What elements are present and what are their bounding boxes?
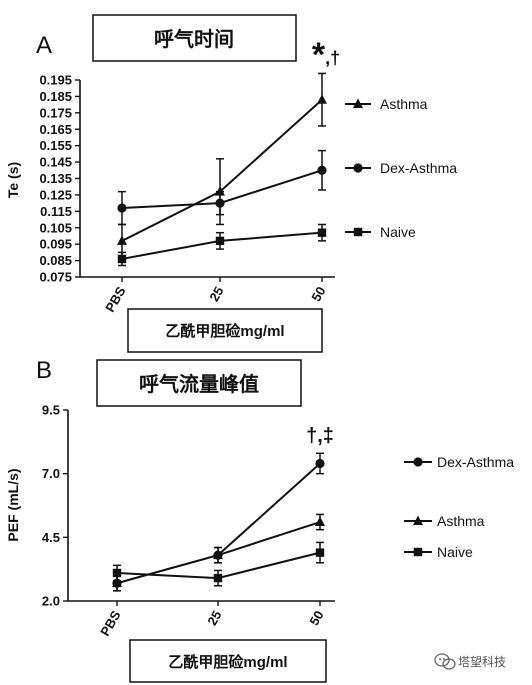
panel-b-data-point — [315, 516, 325, 527]
watermark-text: 塔望科技 — [458, 655, 506, 669]
panel-a-y-tick-label: 0.195 — [39, 73, 72, 88]
panel-b-data-point — [112, 577, 122, 588]
panel-a-y-tick-label: 0.145 — [39, 155, 72, 170]
panel-a-y-tick-label: 0.095 — [39, 237, 72, 252]
panel-a-data-point — [117, 254, 127, 264]
panel-a-y-tick-label: 0.085 — [39, 253, 72, 268]
panel-a-x-caption-box — [127, 308, 323, 353]
panel-b-x-tick-label: 50 — [306, 608, 326, 628]
panel-a-y-tick-label: 0.075 — [39, 270, 72, 285]
panel-a-y-tick-label: 0.165 — [39, 122, 72, 137]
wechat-icon — [434, 653, 456, 670]
panel-b-y-tick-label: 9.5 — [42, 403, 60, 418]
panel-b-y-axis-label: PEF (mL/s) — [5, 468, 21, 541]
panel-a-y-tick-label: 0.125 — [39, 187, 72, 202]
panel-a-y-tick-label: 0.185 — [39, 89, 72, 104]
panel-a-legend-marker — [353, 98, 363, 108]
panel-b-plot-area: 2.0 4.5 7.0 9.5 PBS 25 50 Dex-Asthma Asthma Naive — [42, 403, 514, 639]
panel-b-data-point — [213, 573, 223, 583]
panel-b-title-box — [96, 359, 302, 407]
panel-a-x-tick-label: PBS — [102, 284, 129, 315]
panel-a-series-line — [121, 231, 323, 260]
panel-a-title-box — [92, 14, 297, 62]
panel-a-data-point — [215, 198, 225, 208]
panel-a-data-point — [215, 236, 225, 246]
panel-a-title: 呼气时间 — [154, 27, 234, 51]
panel-a-x-axis-label: 乙酰甲胆硷mg/ml — [165, 322, 284, 340]
panel-b-legend-marker — [413, 515, 423, 525]
panel-a: A 呼气时间 Te (s) 乙酰甲胆硷mg/ml *,† 0.0750.0850… — [5, 14, 457, 353]
panel-b-x-caption-box — [129, 639, 327, 683]
panel-b-x-tick-label: PBS — [97, 608, 124, 639]
panel-a-y-axis-label: Te (s) — [5, 162, 21, 198]
panel-a-data-point — [117, 235, 127, 245]
panel-a-letter: A — [36, 32, 52, 59]
panel-a-y-tick-label: 0.175 — [39, 105, 72, 120]
panel-b-x-tick-label: 25 — [204, 608, 224, 628]
panel-a-x-tick-label: 50 — [308, 284, 328, 304]
panel-b-legend-marker — [413, 547, 423, 557]
panel-a-data-point — [317, 165, 327, 175]
panel-a-legend-marker — [353, 227, 363, 237]
panel-b-series-line — [116, 462, 321, 585]
panel-a-legend-label: Naive — [380, 224, 416, 240]
panel-b-data-point — [213, 549, 223, 560]
panel-a-x-tick-label: 25 — [206, 284, 226, 304]
panel-b-x-axis-label: 乙酰甲胆硷mg/ml — [168, 653, 287, 671]
panel-b-legend-marker — [413, 457, 423, 467]
panel-b-legend-label: Asthma — [437, 513, 485, 529]
panel-a-data-point — [317, 228, 327, 237]
panel-a-significance-annotation: *,† — [312, 36, 340, 74]
panel-a-legend-label: Dex-Asthma — [380, 160, 457, 176]
panel-b-legend-label: Dex-Asthma — [437, 454, 514, 470]
panel-b-significance-annotation: †,‡ — [306, 425, 334, 447]
panel-a-data-point — [317, 94, 327, 104]
watermark: 塔望科技 — [434, 653, 506, 670]
panel-b-y-tick-label: 7.0 — [42, 466, 60, 481]
panel-b-y-tick-label: 2.0 — [42, 594, 60, 609]
panel-b-letter: B — [36, 357, 52, 384]
panel-b-legend-label: Naive — [437, 544, 473, 560]
panel-b-title: 呼气流量峰值 — [139, 372, 259, 396]
panel-a-legend-label: Asthma — [380, 96, 428, 112]
panel-a-y-tick-label: 0.155 — [39, 138, 72, 153]
panel-b: B 呼气流量峰值 PEF (mL/s) 乙酰甲胆硷mg/ml †,‡ 2.0 4.… — [5, 357, 514, 683]
panel-b-data-point — [315, 548, 325, 557]
panel-b-data-point — [315, 458, 325, 469]
panel-a-y-tick-label: 0.135 — [39, 171, 72, 186]
panel-a-data-point — [117, 203, 127, 213]
panel-b-data-point — [112, 568, 122, 578]
panel-a-legend-marker — [353, 163, 363, 173]
panel-b-y-tick-label: 4.5 — [42, 530, 60, 545]
panel-a-y-tick-label: 0.105 — [39, 220, 72, 235]
panel-a-series-line — [121, 98, 323, 242]
panel-a-y-tick-label: 0.115 — [40, 204, 72, 219]
